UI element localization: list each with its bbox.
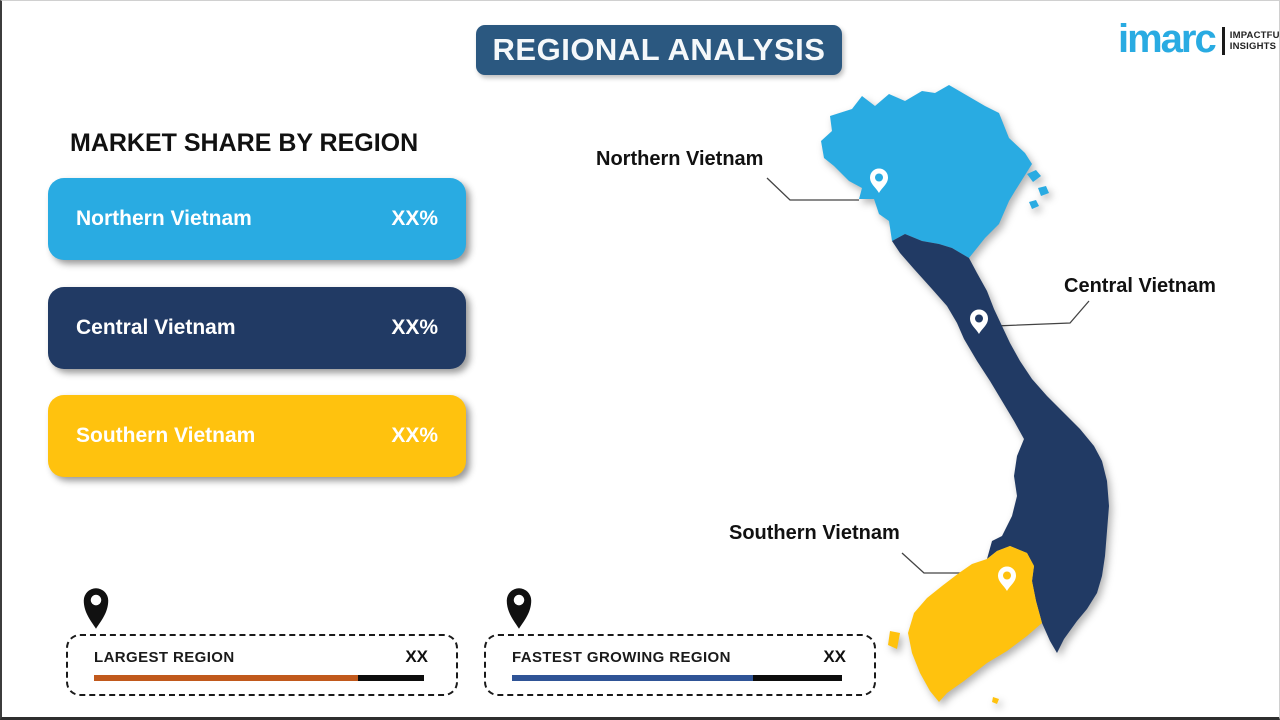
page-title: REGIONAL ANALYSIS (492, 32, 826, 67)
logo-tagline: IMPACTFUL INSIGHTS (1229, 29, 1280, 53)
legend-card-fastest-growing-region: FASTEST GROWING REGION XX (484, 634, 876, 696)
imarc-logo-text: imarc (1118, 17, 1217, 61)
location-pin-icon (506, 588, 532, 629)
logo-tagline-line2: INSIGHTS (1229, 41, 1277, 52)
logo-divider (1221, 27, 1225, 55)
region-bar-value: XX% (391, 424, 438, 447)
region-bar-value: XX% (391, 316, 438, 339)
region-bar-central-vietnam: Central Vietnam XX% (48, 287, 466, 369)
legend-card-largest-region: LARGEST REGION XX (66, 634, 458, 696)
legend-bar-fill (512, 675, 753, 681)
legend-value: XX (405, 647, 428, 666)
region-bar-label: Southern Vietnam (76, 424, 256, 447)
leader-line-northern (766, 177, 859, 201)
leader-line-central (994, 300, 1090, 327)
legend-bar-track (512, 675, 842, 681)
page-title-banner: REGIONAL ANALYSIS (476, 25, 842, 75)
legend-label: FASTEST GROWING REGION (512, 649, 731, 666)
market-share-heading: MARKET SHARE BY REGION (70, 129, 419, 157)
legend-value: XX (823, 647, 846, 666)
legend-bar-fill (94, 675, 358, 681)
region-bar-northern-vietnam: Northern Vietnam XX% (48, 178, 466, 260)
map-region-central-vietnam (892, 234, 1109, 653)
region-bar-value: XX% (391, 207, 438, 230)
map-region-southern-vietnam (908, 546, 1042, 702)
vietnam-map (766, 85, 1109, 704)
logo-tagline-line1: IMPACTFUL (1229, 29, 1280, 41)
imarc-logo: imarc IMPACTFUL INSIGHTS (1118, 17, 1280, 61)
legend-bar-track (94, 675, 424, 681)
region-bar-label: Northern Vietnam (76, 207, 252, 230)
map-label-central-vietnam: Central Vietnam (1064, 275, 1216, 297)
map-label-northern-vietnam: Northern Vietnam (596, 148, 764, 170)
map-islands-northeast (1027, 170, 1049, 209)
map-label-southern-vietnam: Southern Vietnam (729, 522, 900, 544)
map-pin-central-vietnam-icon (970, 309, 988, 334)
map-pin-northern-vietnam-icon (870, 168, 888, 193)
map-region-northern-vietnam (821, 85, 1032, 258)
region-bar-southern-vietnam: Southern Vietnam XX% (48, 395, 466, 477)
location-pin-icon (83, 588, 109, 629)
region-bar-label: Central Vietnam (76, 316, 236, 339)
legend-label: LARGEST REGION (94, 649, 235, 666)
map-pin-southern-vietnam-icon (998, 566, 1016, 591)
